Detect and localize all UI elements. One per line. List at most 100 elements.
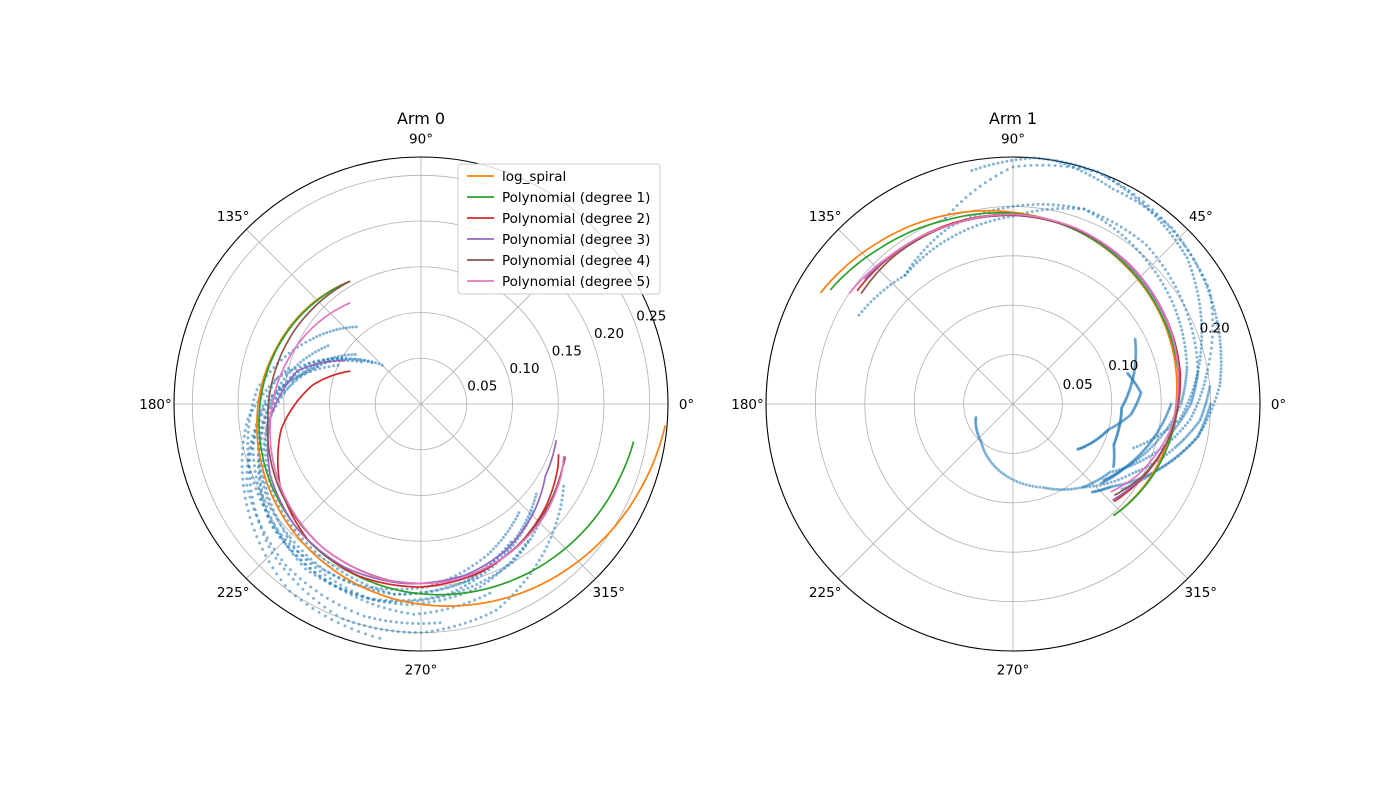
scatter-point [889,283,893,287]
scatter-point [1156,274,1160,278]
scatter-point [251,434,255,438]
scatter-point [537,558,541,562]
scatter-point [408,630,412,634]
scatter-point [307,370,311,374]
angular-gridline [246,229,422,405]
scatter-point [306,592,310,596]
scatter-point [1120,192,1124,195]
scatter-point [515,553,519,557]
scatter-point [1193,425,1197,429]
scatter-point [1180,328,1184,332]
theta-tick-label: 90° [409,132,433,148]
scatter-point [1063,488,1067,491]
scatter-point [458,623,462,627]
scatter-point [451,584,455,588]
scatter-point [1189,253,1193,257]
scatter-point [1005,159,1009,163]
scatter-point [475,561,479,565]
scatter-point [297,533,301,537]
scatter-point [264,539,268,543]
scatter-point [1182,337,1186,340]
scatter-point [857,313,861,317]
scatter-point [394,609,398,613]
scatter-point [1195,379,1198,383]
scatter-point [989,177,992,181]
scatter-point [257,477,261,481]
scatter-point [261,421,265,425]
scatter-point [1185,404,1189,408]
scatter-point [474,617,478,621]
scatter-point [470,584,474,588]
scatter-point [1167,225,1171,229]
scatter-point [305,541,308,545]
scatter-point [276,519,280,523]
scatter-point [1108,185,1111,189]
scatter-point [1069,162,1073,166]
scatter-point [462,569,466,573]
scatter-point [1140,202,1144,206]
scatter-point [252,481,256,485]
scatter-point [1104,175,1108,178]
scatter-point [1165,453,1168,456]
scatter-point [242,434,246,438]
scatter-point [296,582,300,586]
scatter-point [996,161,1000,165]
scatter-point [896,278,900,282]
scatter-point [245,470,249,474]
scatter-point [1165,227,1169,231]
scatter-point [1196,265,1200,269]
scatter-point [1178,237,1182,241]
scatter-point [439,587,443,591]
scatter-point [1141,453,1145,457]
scatter-point [312,360,316,364]
scatter-point [1190,414,1194,418]
scatter-point [355,595,359,599]
scatter-point [442,627,445,631]
scatter-point [483,571,487,574]
scatter-point [463,584,467,588]
scatter-point [1109,480,1113,484]
scatter-point [525,518,528,522]
scatter-point [494,544,498,548]
scatter-point [528,537,532,541]
scatter-point [259,525,263,528]
scatter-point [969,192,972,196]
scatter-point [392,592,396,596]
scatter-point [1044,486,1048,490]
scatter-point [551,531,555,535]
scatter-point [939,232,943,236]
scatter-point [1009,477,1013,481]
scatter-point [1058,488,1062,491]
scatter-point [471,564,475,568]
scatter-point [240,458,244,462]
scatter-point [1108,177,1111,181]
scatter-point [1159,221,1163,225]
scatter-point [1071,165,1075,169]
scatter-point [350,576,354,580]
scatter-point [378,618,382,622]
scatter-point [1144,205,1148,209]
scatter-point [1198,269,1202,273]
scatter-point [242,490,246,494]
scatter-point [1210,312,1214,316]
scatter-point [317,610,321,614]
scatter-point [250,522,254,526]
scatter-point [328,330,332,333]
scatter-point [860,310,864,314]
scatter-point [1191,257,1195,261]
scatter-point [1024,483,1028,487]
scatter-point [265,463,269,467]
scatter-point [252,464,256,468]
scatter-point [269,542,273,546]
scatter-point [253,404,257,408]
scatter-point [279,381,283,385]
scatter-point [554,521,558,525]
scatter-point [543,549,546,553]
scatter-point [305,367,309,371]
scatter-point [1194,346,1198,350]
scatter-point [1148,247,1152,251]
scatter-point [1200,273,1204,277]
scatter-point [478,585,482,589]
scatter-point [463,621,467,625]
fit-curve-log-spiral [819,209,1178,517]
